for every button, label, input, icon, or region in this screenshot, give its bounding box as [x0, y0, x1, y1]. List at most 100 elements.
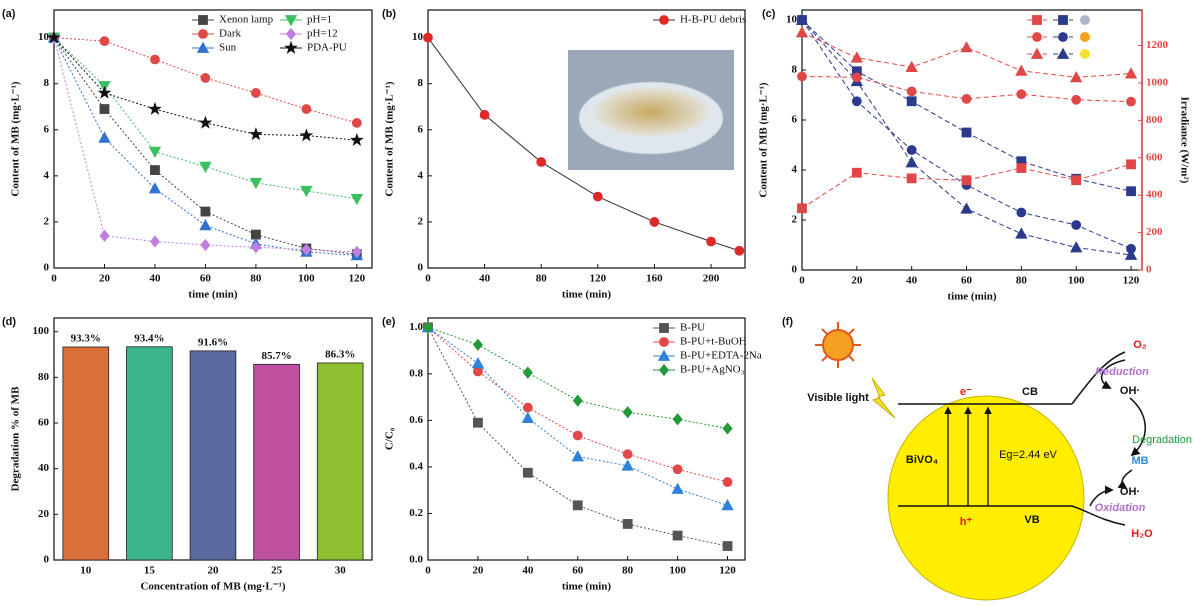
marker [658, 363, 670, 377]
marker [621, 459, 634, 471]
marker [734, 245, 745, 256]
marker [99, 104, 110, 114]
bar [62, 346, 110, 561]
o2: O₂ [1133, 339, 1147, 351]
arrow [1100, 359, 1126, 389]
inset-photo [568, 50, 734, 170]
marker [592, 191, 603, 202]
marker [199, 161, 212, 173]
marker [1070, 71, 1083, 83]
panel-label: (c) [762, 8, 776, 20]
marker [301, 104, 312, 114]
marker [150, 54, 160, 65]
x-tick-label: 40 [522, 565, 534, 577]
x-axis-label: time (min) [188, 289, 238, 301]
marker [97, 85, 112, 99]
marker [284, 40, 298, 54]
legend-label: B-PU+t-BuOH [680, 336, 747, 348]
marker [960, 41, 973, 53]
marker [250, 241, 261, 254]
marker [150, 165, 160, 175]
x-tick-label: 120 [1123, 275, 1140, 287]
panel-label: (a) [2, 8, 16, 20]
marker [1015, 227, 1028, 239]
x-tick-label: 80 [250, 273, 262, 285]
marker [473, 366, 483, 377]
vb-label: VB [1024, 514, 1039, 526]
marker [1071, 175, 1082, 186]
marker [423, 32, 433, 43]
oh-bottom: OH· [1120, 486, 1140, 498]
panel-label: (d) [2, 316, 16, 328]
y-tick-label: 8 [418, 77, 424, 89]
y-axis-label: C/C₀ [384, 427, 396, 450]
marker [960, 202, 973, 214]
x-tick-label: 80 [1016, 275, 1028, 287]
y-tick-label: 100 [33, 325, 50, 337]
hole: h⁺ [960, 516, 973, 528]
marker [1071, 94, 1082, 105]
marker [961, 175, 972, 186]
marker [1058, 15, 1068, 25]
x-tick-label: 40 [479, 273, 491, 285]
marker [961, 93, 972, 104]
x-tick-label: 120 [719, 565, 736, 577]
y-tick-label: 0 [44, 554, 50, 566]
marker [251, 88, 261, 98]
marker [148, 146, 162, 158]
y-tick-label: 10 [412, 31, 424, 43]
legend-label: Sun [219, 42, 237, 54]
mechanism-diagram: (f) Visible light e⁻ CB h⁺ VB BiVO₄ Eg=2… [782, 316, 1192, 601]
value-label: 93.4% [134, 332, 164, 344]
particle [887, 395, 1085, 601]
light-label: Visible light [807, 392, 869, 404]
marker [1070, 241, 1083, 253]
marker [200, 238, 211, 252]
marker [659, 323, 669, 333]
marker [906, 173, 917, 184]
y-tick-label: 0 [44, 262, 50, 274]
marker [657, 349, 671, 361]
marker [285, 27, 297, 41]
x-tick-label: 40 [906, 275, 918, 287]
y-tick-label: 0.6 [409, 414, 423, 426]
x-tick-label: 60 [961, 275, 973, 287]
arrow [1117, 469, 1133, 489]
y-tick-label: 8 [792, 64, 798, 76]
arrow [1071, 505, 1126, 526]
marker [196, 41, 210, 53]
debris [595, 88, 707, 136]
lightning [871, 377, 896, 419]
marker [572, 394, 583, 407]
x-tick-label: 30 [335, 565, 347, 577]
y-tick-label: 20 [38, 508, 50, 520]
legend-label: PDA-PU [307, 42, 347, 54]
marker [1015, 64, 1028, 76]
marker [722, 422, 733, 435]
y-axis-label: Content of MB (mg·L⁻¹) [758, 82, 770, 197]
y-tick-label: 2 [44, 215, 50, 227]
marker [721, 498, 734, 511]
marker [350, 193, 364, 206]
electron: e⁻ [960, 386, 972, 398]
y-tick-label: 4 [418, 169, 424, 181]
marker [672, 413, 683, 426]
y-tick-label: 0.0 [409, 554, 423, 566]
marker [906, 96, 917, 107]
x-tick-label: 60 [572, 565, 584, 577]
y-tick-label: 2 [418, 215, 424, 227]
y-tick-label: 2 [792, 214, 798, 226]
marker [851, 72, 862, 83]
panel-label: (e) [382, 316, 396, 328]
legend-label: Dark [219, 28, 241, 40]
x-tick-label: 20 [208, 565, 220, 577]
y-tick-label: 6 [44, 123, 50, 135]
marker [148, 101, 162, 115]
x-tick-label: 160 [646, 273, 663, 285]
x-tick-label: 100 [669, 565, 686, 577]
marker [472, 338, 483, 351]
marker [572, 430, 583, 441]
marker [536, 157, 547, 167]
marker [299, 128, 314, 142]
marker [351, 117, 362, 128]
